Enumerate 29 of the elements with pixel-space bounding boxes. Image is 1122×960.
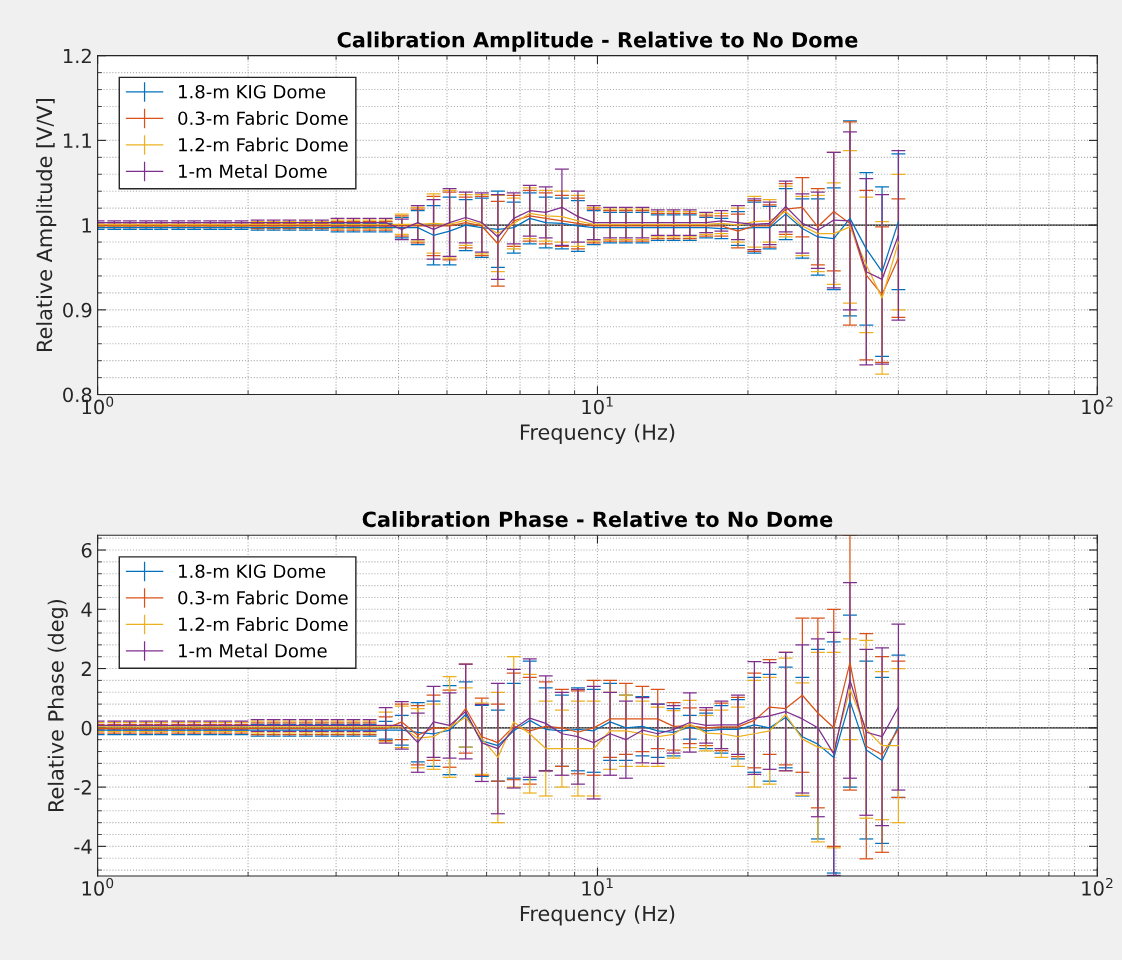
- chart-title: Calibration Amplitude - Relative to No Dome: [337, 31, 858, 52]
- y-tick-label: 0: [81, 720, 92, 736]
- y-tick-label: 0.9: [63, 302, 92, 318]
- y-tick-label: 2: [81, 661, 91, 676]
- legend-label: 1.8-m KIG Dome: [179, 564, 326, 579]
- y-tick-label: 1.2: [63, 48, 91, 64]
- y-tick-label: 1: [82, 218, 91, 233]
- legend-label: 1.2-m Fabric Dome: [179, 137, 348, 152]
- y-tick-label: 4: [81, 602, 92, 617]
- x-axis-title: Frequency (Hz): [520, 423, 675, 444]
- chart-title: Calibration Phase - Relative to No Dome: [362, 511, 833, 528]
- y-axis-title: Relative Phase (deg): [47, 599, 68, 812]
- x-tick-label: 10$^{2}$: [1082, 396, 1113, 415]
- legend-label: 1-m Metal Dome: [179, 643, 327, 658]
- y-tick-label: -4: [74, 839, 92, 854]
- y-tick-label: 1.1: [63, 133, 91, 148]
- x-tick-label: 10$^{1}$: [582, 396, 613, 415]
- y-tick-label: -2: [74, 780, 91, 795]
- legend-label: 1-m Metal Dome: [179, 164, 327, 179]
- y-axis-title: Relative Amplitude [V/V]: [36, 99, 57, 351]
- x-tick-label: 10$^{2}$: [1082, 877, 1113, 896]
- x-tick-label: 10$^{1}$: [582, 878, 613, 896]
- legend-label: 0.3-m Fabric Dome: [178, 111, 348, 126]
- legend-label: 0.3-m Fabric Dome: [178, 590, 348, 605]
- legend-label: 1.8-m KIG Dome: [179, 84, 326, 99]
- legend-label: 1.2-m Fabric Dome: [179, 617, 348, 632]
- x-axis-title: Frequency (Hz): [520, 905, 675, 926]
- x-tick-label: 10$^{0}$: [82, 877, 114, 896]
- y-tick-label: 6: [81, 542, 92, 558]
